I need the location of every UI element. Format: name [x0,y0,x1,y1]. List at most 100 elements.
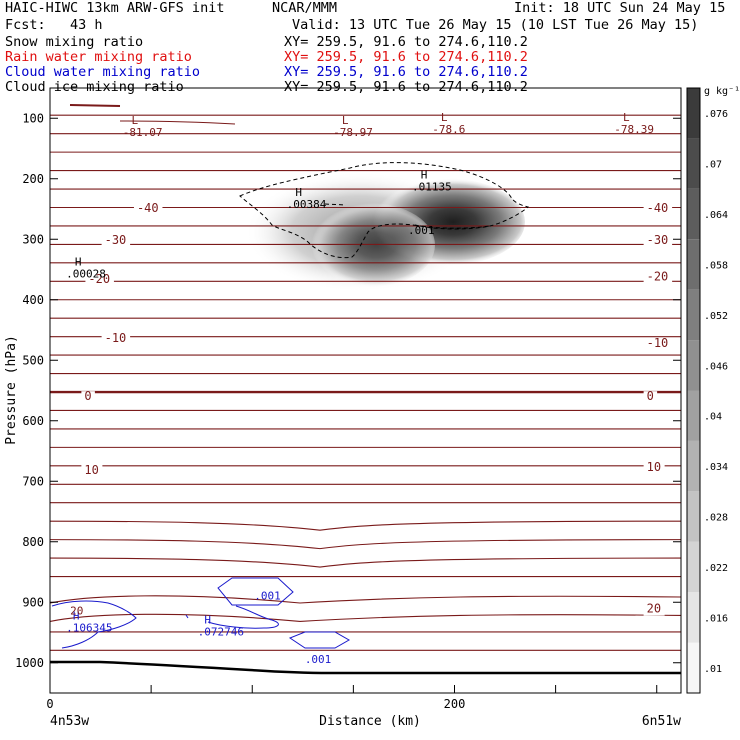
cloud-water-contour-5 [185,614,189,619]
temperature-label: -30 [647,233,669,247]
y-tick-label: 400 [22,293,44,307]
colorbar-tick-label: .04 [704,412,722,423]
field-cloudwater-xy: XY= 259.5, 91.6 to 274.6,110.2 [284,64,528,80]
field-cloudice-name: Cloud ice mixing ratio [5,79,184,95]
isotherm-line [50,631,681,633]
colorbar-swatch [687,390,700,441]
temperature-label: -30 [105,233,127,247]
colorbar-tick-label: .034 [704,462,728,473]
temperature-label: 0 [647,389,654,403]
isotherm-line [50,206,681,209]
colorbar-tick-label: .058 [704,260,728,271]
isotherm-line [50,243,681,246]
colorbar-tick-label: .076 [704,109,728,120]
colorbar-swatch [687,491,700,542]
isotherm-line [50,372,681,375]
temperature-label: 0 [84,389,91,403]
extremum-value: .00384 [287,198,327,211]
isotherm-line [50,298,681,301]
isotherm-line [50,409,681,412]
x-tick-label: 0 [46,697,53,711]
cloud-ice-contour-inner [414,224,491,229]
extremum-value: -81.07 [123,126,163,139]
isotherm-line [50,557,681,568]
header-init: Init: 18 UTC Sun 24 May 15 [514,0,726,16]
cloud-water-value: .001 [254,589,281,602]
cloud-water-symbol: H [73,609,80,622]
extremum-value: -78.39 [614,123,654,136]
temperature-label-bg [81,464,103,477]
extremum-symbol: L [342,114,349,127]
temperature-label: 10 [647,460,661,474]
cloud-water-contour-3 [288,631,351,649]
cloud-water-contours [51,577,351,649]
temperature-label-bg [643,391,658,404]
plot-frame [49,87,682,694]
colorbar-swatch [687,289,700,341]
colorbar-frame [686,87,701,694]
isotherm-line [119,120,236,125]
y-tick-label: 800 [22,535,44,549]
cloud-water-contour-1 [217,577,294,606]
isotherm-line [50,483,681,486]
extremum-value: -78.97 [333,126,373,139]
field-rain-name: Rain water mixing ratio [5,49,192,65]
cloud-water-value: .106345 [66,621,112,634]
temperature-label-bg [643,203,673,216]
temperature-label: -10 [105,331,127,345]
isotherm-line [50,354,681,356]
isotherm-line [50,262,681,264]
isotherm-line [50,613,681,622]
y-tick-label: 1000 [15,656,44,670]
colorbar-swatch [687,541,700,593]
isotherm-line [69,104,121,107]
temperature-label: -10 [647,336,669,350]
colorbar-swatch [687,239,700,290]
field-snow-xy: XY= 259.5, 91.6 to 274.6,110.2 [284,34,528,50]
temperature-label-bg [101,333,131,346]
temperature-label-bg [133,203,163,216]
temperature-label: -40 [137,201,159,215]
temperature-label-bg [643,235,673,248]
y-tick-label: 900 [22,595,44,609]
cloud-water-symbol: H [204,614,211,627]
isotherm-line [50,595,681,604]
isotherm-line [50,390,681,394]
field-cloudice-xy: XY= 259.5, 91.6 to 274.6,110.2 [284,79,528,95]
isotherm-line [50,132,681,135]
extremum-symbol: L [623,111,630,124]
extremum-value: .00028 [66,268,106,281]
extremum-symbol: L [441,111,448,124]
colorbar-tick-label: .07 [704,160,722,171]
y-tick-label: 500 [22,353,44,367]
isotherm-line [50,169,681,172]
header-title: HAIC-HIWC 13km ARW-GFS init [5,0,225,16]
isotherm-line [50,224,681,227]
colorbar-tick-label: .064 [704,210,728,221]
isotherm-line [50,539,681,550]
left-endpoint-label: 4n53w [50,714,89,729]
isotherm-line [50,428,681,430]
colorbar-tick-label: .01 [704,664,722,675]
temperature-label: -20 [647,269,669,283]
temperature-label-bg [81,391,95,404]
colorbar-tick-label: .028 [704,513,728,524]
temperature-label-bg [643,603,665,616]
cloud-ice-contours [239,162,529,259]
field-snow-name: Snow mixing ratio [5,34,144,50]
colorbar-tick-label: .046 [704,361,728,372]
isotherm-line [50,446,681,449]
extremum-symbol: H [421,169,428,182]
colorbar-unit: g kg⁻¹ [704,86,740,97]
extremum-symbol: H [75,256,82,269]
cloud-water-value: .001 [305,653,332,666]
y-tick-label: 300 [22,232,44,246]
surface-pressure-line [50,660,681,675]
temperature-label-bg [643,461,665,474]
cloud-water-contour-4 [51,600,137,649]
colorbar-tick-label: .022 [704,563,728,574]
temperature-label-bg [643,271,673,284]
isotherm-line [50,188,681,190]
x-axis-label: Distance (km) [319,714,421,729]
